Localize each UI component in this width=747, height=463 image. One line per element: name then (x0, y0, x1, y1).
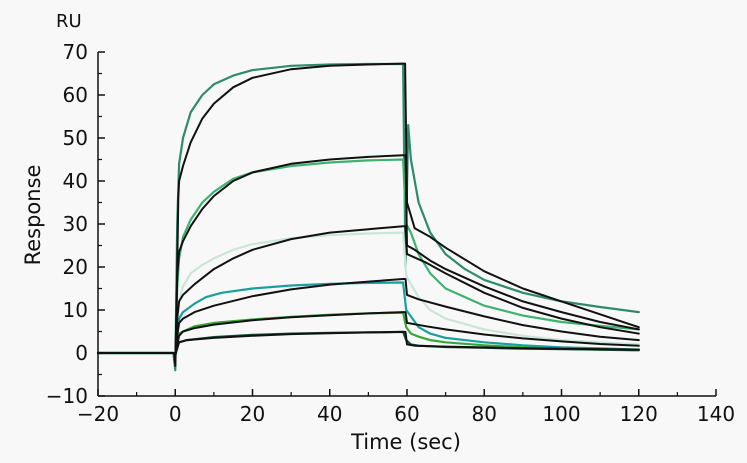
axes-layer: −10 0 10 20 30 40 50 60 70 −20 0 20 40 60 80 100 120 140 (46, 40, 735, 426)
y-unit-label: RU (56, 11, 82, 32)
x-tick-label-5: 80 (472, 402, 497, 426)
x-tick-label-8: 140 (697, 402, 735, 426)
fit-curve-7 (97, 154, 640, 363)
x-tick-label-6: 100 (542, 402, 580, 426)
measured-curve-3 (96, 281, 640, 359)
x-tick-label-2: 20 (240, 402, 265, 426)
y-tick-label-1: 0 (75, 341, 88, 365)
x-tick-label-7: 120 (620, 402, 658, 426)
y-tick-label-8: 70 (63, 40, 88, 64)
y-tick-label-3: 20 (63, 255, 88, 279)
x-tick-label-4: 60 (394, 402, 419, 426)
x-axis-title: Time (sec) (350, 430, 461, 454)
series-layer (96, 62, 640, 372)
y-tick-label-7: 60 (63, 83, 88, 107)
y-tick-label-5: 40 (63, 169, 88, 193)
y-tick-label-2: 10 (63, 298, 88, 322)
x-tick-label-0: −20 (77, 402, 119, 426)
y-tick-label-6: 50 (63, 126, 88, 150)
y-axis-title: Response (21, 165, 45, 266)
x-tick-label-3: 40 (317, 402, 342, 426)
fit-curve-8 (97, 225, 640, 359)
fit-curve-6 (97, 62, 640, 367)
fit-curve-11 (97, 330, 640, 357)
fit-curve-10 (97, 311, 640, 357)
x-tick-label-1: 0 (169, 402, 182, 426)
fit-curve-9 (97, 278, 640, 359)
y-tick-label-4: 30 (63, 212, 88, 236)
y-tick-label-0: −10 (46, 384, 88, 408)
